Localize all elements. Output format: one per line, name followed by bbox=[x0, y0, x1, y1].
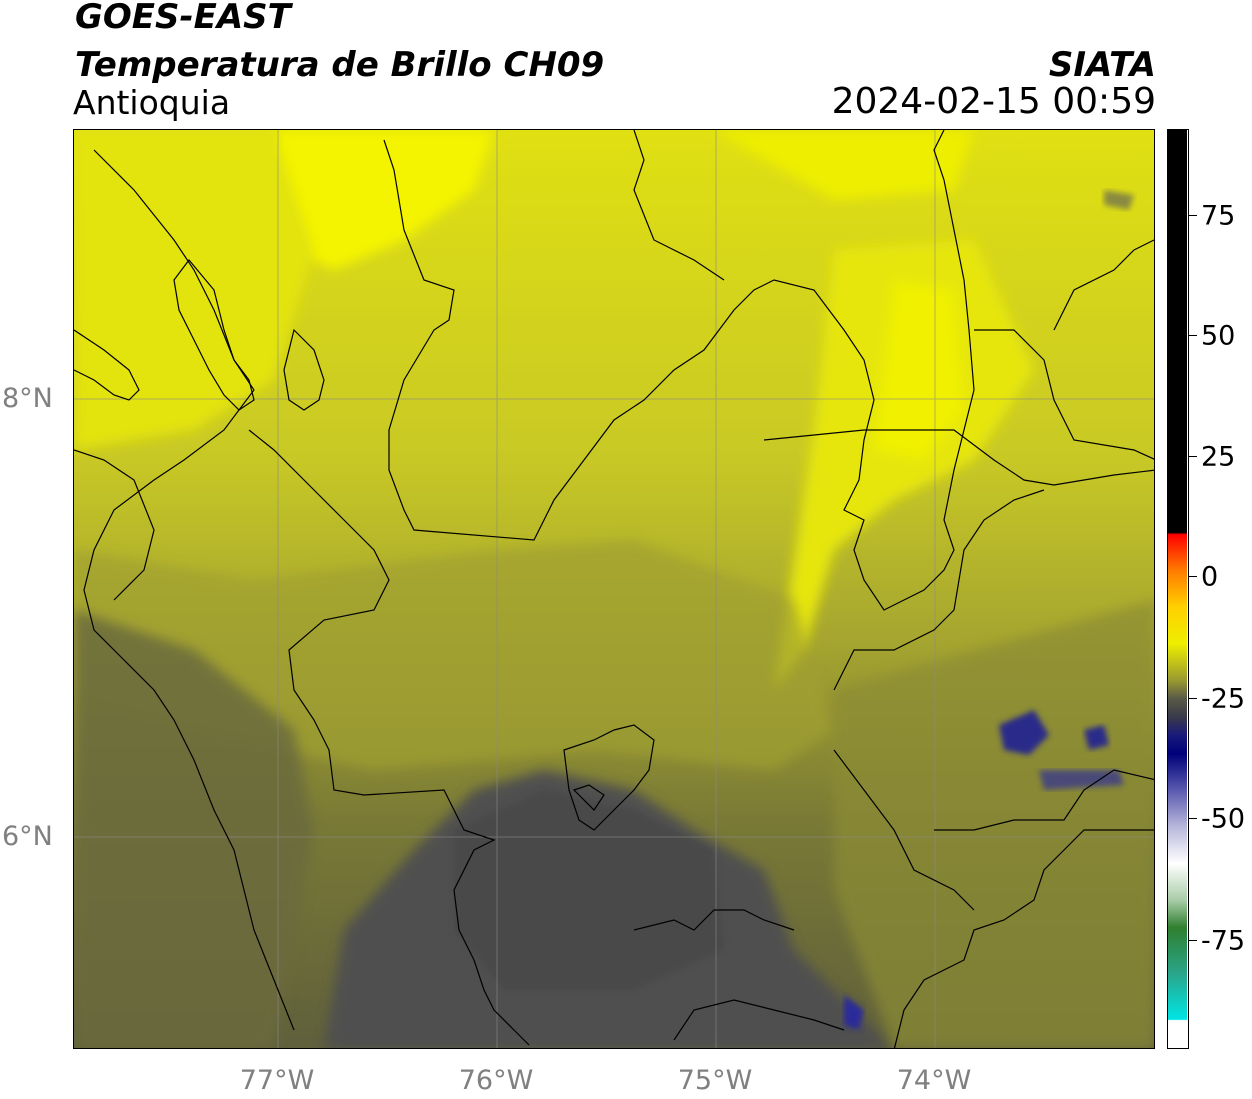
colorbar-label-neg75: -75 bbox=[1201, 925, 1246, 957]
colorbar-tick-50 bbox=[1189, 335, 1197, 336]
product-title: Temperatura de Brillo CH09 bbox=[75, 45, 605, 85]
brightness-temperature-map[interactable] bbox=[73, 129, 1155, 1049]
lat-label-8n: 8°N bbox=[2, 383, 53, 414]
colorbar-tick-75 bbox=[1189, 215, 1197, 216]
satellite-title: GOES-EAST bbox=[75, 0, 291, 37]
lon-label-75w: 75°W bbox=[677, 1065, 753, 1096]
medellin-boundary bbox=[563, 724, 655, 831]
administrative-boundaries bbox=[74, 130, 1154, 1048]
colorbar-label-50: 50 bbox=[1201, 320, 1236, 352]
colorbar bbox=[1167, 129, 1189, 1049]
lon-label-74w: 74°W bbox=[896, 1065, 972, 1096]
lat-label-6n: 6°N bbox=[2, 821, 53, 852]
datetime-label: 2024-02-15 00:59 bbox=[831, 81, 1156, 122]
colorbar-label-25: 25 bbox=[1201, 441, 1236, 473]
colorbar-label-0: 0 bbox=[1201, 561, 1219, 593]
colorbar-label-neg25: -25 bbox=[1201, 683, 1246, 715]
region-label: Antioquia bbox=[73, 83, 231, 122]
colorbar-tick-neg50 bbox=[1189, 818, 1197, 819]
coastline bbox=[83, 149, 295, 1031]
antioquia-boundary bbox=[248, 429, 530, 1046]
temperature-field bbox=[74, 130, 1154, 1048]
brand-label: SIATA bbox=[1048, 45, 1156, 85]
colorbar-tick-neg25 bbox=[1189, 698, 1197, 699]
colorbar-tick-neg75 bbox=[1189, 940, 1197, 941]
colorbar-tick-0 bbox=[1189, 576, 1197, 577]
lon-label-76w: 76°W bbox=[458, 1065, 534, 1096]
colorbar-tick-25 bbox=[1189, 456, 1197, 457]
colorbar-label-75: 75 bbox=[1201, 200, 1236, 232]
colorbar-label-neg50: -50 bbox=[1201, 803, 1246, 835]
lon-label-77w: 77°W bbox=[239, 1065, 315, 1096]
